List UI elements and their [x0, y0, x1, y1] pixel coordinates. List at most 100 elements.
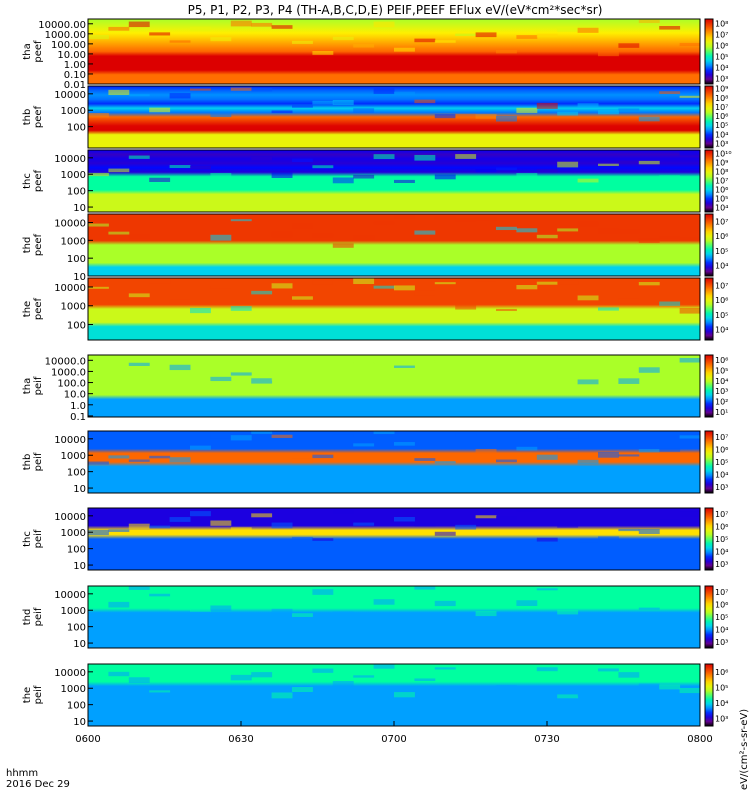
y-tick-label: 1000 — [61, 606, 86, 617]
heatmap-cell — [659, 587, 681, 593]
heatmap-cell — [434, 174, 456, 180]
heatmap-cell — [536, 234, 558, 239]
time-axis-date: 2016 Dec 29 — [6, 779, 70, 790]
y-tick-label: 10 — [73, 561, 86, 572]
heatmap-cell — [455, 370, 477, 374]
y-tick-label: 10000 — [54, 590, 86, 601]
heatmap-cell — [353, 522, 375, 526]
panel-label: thc — [22, 173, 33, 189]
heatmap-cell — [598, 536, 619, 539]
heatmap-cell — [230, 372, 252, 376]
heatmap-cell — [618, 528, 640, 532]
colorbar-tick-label: 10⁵ — [715, 683, 728, 692]
heatmap-cell — [149, 525, 171, 529]
heatmap-cell — [108, 168, 130, 173]
heatmap-cell — [169, 299, 191, 305]
heatmap-cell — [373, 360, 395, 364]
heatmap-cell — [169, 364, 191, 371]
panel-label: thc — [22, 531, 33, 547]
heatmap-cell — [659, 448, 681, 452]
y-tick-label: 100 — [67, 254, 86, 265]
colorbar-tick-label: 10³ — [715, 560, 728, 569]
heatmap-cell — [394, 692, 415, 698]
heatmap-cell — [128, 523, 150, 529]
colorbar-tick-label: 10⁶ — [715, 446, 728, 455]
heatmap-cell — [679, 435, 701, 439]
y-tick-label: 1.0 — [70, 401, 86, 412]
heatmap-cell — [128, 362, 150, 366]
heatmap-cell — [659, 684, 681, 690]
heatmap-cell — [414, 38, 436, 43]
heatmap-cell — [190, 216, 211, 220]
heatmap-cell — [169, 457, 191, 463]
heatmap-cell — [414, 99, 436, 104]
y-tick-label: 10000 — [54, 154, 86, 165]
x-tick-label: 0730 — [534, 734, 559, 745]
heatmap-cell — [108, 26, 130, 31]
heatmap-cell — [108, 379, 130, 384]
y-tick-label: 1000.0 — [51, 367, 86, 378]
heatmap-cell — [475, 32, 497, 38]
heatmap-cell — [394, 590, 415, 596]
heatmap-cell — [414, 360, 436, 363]
heatmap-cell — [251, 244, 273, 251]
heatmap-cell — [169, 93, 191, 99]
colorbar — [704, 85, 714, 149]
heatmap-cell — [659, 236, 681, 239]
y-tick-label: 100.00 — [51, 40, 86, 51]
heatmap-cell — [251, 87, 273, 92]
heatmap-cell — [88, 461, 109, 465]
heatmap-cell — [638, 448, 660, 453]
heatmap-cell — [496, 308, 517, 312]
heatmap-cell — [536, 667, 558, 672]
colorbar-tick-label: 10⁷ — [715, 30, 728, 39]
colorbar-tick-label: 10⁸ — [715, 168, 728, 177]
heatmap-cell — [88, 172, 109, 177]
heatmap-cell — [455, 113, 477, 119]
heatmap-cell — [455, 304, 477, 310]
panel-thc-peef: 10000 1000 100 10 thc peef 10¹⁰10⁹10⁸10⁷10⁶10⁵… — [22, 149, 732, 214]
heatmap-cell — [679, 511, 701, 517]
heatmap-cell — [414, 290, 436, 296]
y-tick-label: 10000 — [54, 90, 86, 101]
colorbar-tick-label: 10⁵ — [715, 52, 728, 61]
heatmap-cell — [659, 301, 681, 306]
heatmap-cell — [679, 357, 701, 363]
colorbar-tick-label: 10⁵ — [715, 247, 728, 256]
heatmap-cell — [516, 508, 538, 512]
heatmap-cell — [557, 522, 579, 528]
heatmap-cell — [292, 379, 313, 386]
panel-label: thd — [22, 609, 33, 626]
heatmap-cell — [312, 280, 334, 285]
heatmap-cell — [373, 664, 395, 669]
heatmap-cell — [577, 221, 599, 227]
colorbar-tick-label: 10⁴ — [715, 377, 728, 386]
heatmap-cell — [251, 513, 273, 518]
panel-label-2: peef — [33, 233, 44, 256]
heatmap-cell — [353, 362, 375, 366]
heatmap-cell — [679, 42, 701, 47]
colorbar-tick-label: 10⁶ — [715, 523, 728, 532]
colorbar-tick-label: 10⁴ — [715, 699, 728, 708]
heatmap-cell — [496, 50, 517, 54]
y-tick-label: 1000 — [61, 170, 86, 181]
heatmap-cell — [679, 237, 701, 240]
heatmap-cell — [373, 531, 395, 534]
heatmap-cell — [230, 586, 252, 592]
heatmap-cell — [332, 611, 354, 616]
heatmap-cell — [292, 458, 313, 464]
heatmap-cell — [475, 217, 497, 221]
heatmap-cell — [312, 51, 334, 55]
colorbar-tick-label: 10³ — [715, 714, 728, 723]
y-tick-label: 1000 — [61, 236, 86, 247]
heatmap-cell — [618, 454, 640, 457]
heatmap-cell — [577, 178, 599, 183]
heatmap-cell — [128, 155, 150, 159]
heatmap-cell — [394, 442, 415, 446]
heatmap-cell — [373, 221, 395, 225]
heatmap-cell — [679, 151, 701, 156]
panel-label: thb — [22, 109, 33, 126]
colorbar-tick-label: 10⁴ — [715, 326, 728, 335]
heatmap-cell — [434, 40, 456, 43]
